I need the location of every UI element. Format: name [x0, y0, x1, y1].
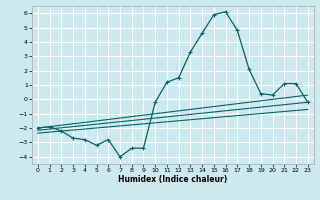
X-axis label: Humidex (Indice chaleur): Humidex (Indice chaleur)	[118, 175, 228, 184]
